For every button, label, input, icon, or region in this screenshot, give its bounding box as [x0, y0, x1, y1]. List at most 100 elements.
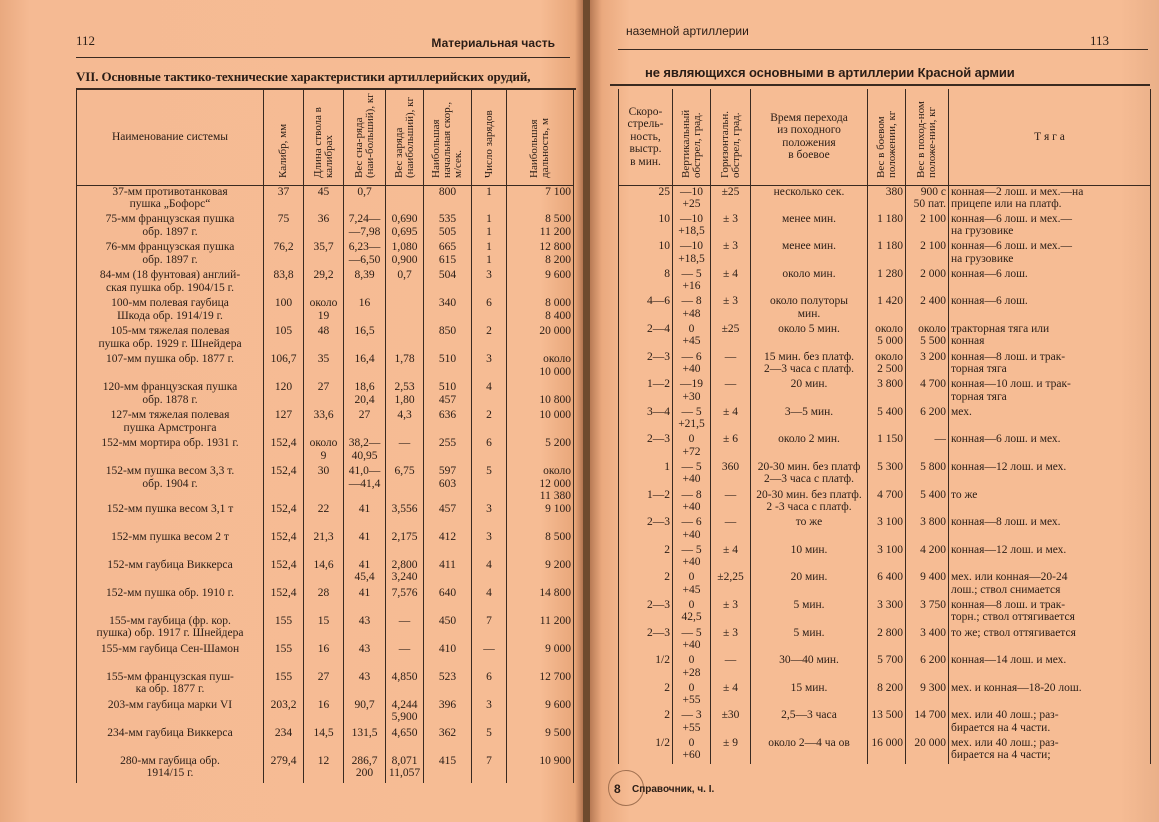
table-row: 152-мм пушка весом 3,1 т 152,4 22 41 3,556 45… [76, 502, 574, 531]
cell-max-range: 12 700 [506, 670, 574, 699]
cell-vertical-traverse: 0 +45 [672, 571, 711, 599]
cell-weight-travel: 2 400 [905, 295, 949, 323]
cell-system-name: 152-мм пушка обр. 1910 г. [76, 586, 264, 615]
cell-shell-weight: 41,0— —41,4 [343, 465, 386, 503]
cell-caliber: 152,4 [263, 530, 304, 559]
cell-charge-weight: 4,3 [385, 409, 424, 437]
cell-horizontal-traverse: ±2,25 [710, 571, 751, 599]
table-row: 2— 3 +55 ±30 2,5—3 часа 13 500 14 700 мех. ил… [618, 709, 1151, 737]
cell-barrel-length: 27 [303, 670, 344, 699]
cell-traction: конная—6 лош. [948, 267, 1151, 296]
cell-weight-firing: 4 700 [867, 488, 906, 517]
cell-deploy-time: 3—5 мин. [750, 405, 868, 434]
cell-barrel-length: около 9 [303, 437, 344, 465]
cell-shell-weight: 7,24— —7,98 [343, 213, 386, 241]
cell-weight-travel: 5 400 [905, 488, 949, 517]
cell-barrel-length: 22 [303, 502, 344, 531]
cell-max-range: 9 200 [506, 558, 574, 587]
table-row: 152-мм пушка обр. 1910 г. 152,4 28 41 7,576 6… [76, 586, 574, 615]
cell-charge-weight: 1,78 [385, 353, 424, 381]
table-row: 1/2 0 +28—30—40 мин. 5 700 6 200 конная—14 л… [618, 654, 1151, 682]
cell-horizontal-traverse: ± 4 [710, 267, 751, 296]
specs-table-left: Наименование системы Калибр, мм Длина ство… [76, 89, 574, 783]
cell-muzzle-velocity: 535 505 [423, 213, 472, 241]
column-header-label: Наибольшая дальность, м [528, 118, 551, 178]
cell-shell-weight: 41 45,4 [343, 558, 386, 587]
cell-system-name: 107-мм пушка обр. 1877 г. [76, 353, 264, 381]
cell-caliber: 100 [263, 297, 304, 325]
cell-weight-firing: 8 200 [867, 681, 906, 710]
cell-weight-firing: 6 400 [867, 571, 906, 599]
table-row: 105-мм тяжелая полевая пушка обр. 1929 г… [76, 325, 574, 353]
cell-horizontal-traverse: — [710, 488, 751, 517]
cell-weight-travel: 2 000 [905, 267, 949, 296]
cell-rate-of-fire: 10 [618, 240, 673, 268]
cell-charge-count: 6 [471, 297, 507, 325]
cell-charge-count: 2 [471, 409, 507, 437]
cell-horizontal-traverse: — [710, 516, 751, 544]
cell-rate-of-fire: 2—4 [618, 322, 673, 351]
cell-barrel-length: 36 [303, 213, 344, 241]
cell-charge-count: 3 [471, 502, 507, 531]
cell-deploy-time: менее мин. [750, 240, 868, 268]
cell-weight-travel: 2 100 [905, 212, 949, 241]
table-row: 3—4— 5 +21,5 ± 4 3—5 мин. 5 400 6 200 мех. [618, 405, 1151, 434]
cell-max-range: 10 800 [506, 381, 574, 409]
cell-charge-weight: — [385, 614, 424, 643]
cell-barrel-length: 15 [303, 614, 344, 643]
cell-horizontal-traverse: ± 3 [710, 626, 751, 655]
cell-charge-weight: 0,690 0,695 [385, 213, 424, 241]
table-row: 2—3— 6 +40— то же 3 100 3 800 конная—8 лош. … [618, 516, 1151, 544]
column-header-muzzle-velocity: Наибольшая начальная скор., м/сек. [423, 89, 472, 186]
table-row: 84-мм (18 фунтовая) англий- ская пушка о… [76, 269, 574, 297]
cell-weight-travel: 9 400 [905, 571, 949, 599]
cell-traction: конная—2 лош. и мех.—на прицепе или на п… [948, 185, 1151, 213]
cell-deploy-time: около мин. [750, 267, 868, 296]
cell-barrel-length: 45 [303, 185, 344, 213]
column-header-weight-firing: Вес в боевом положении, кг [867, 89, 906, 186]
table-row: 152-мм пушка весом 2 т 152,4 21,3 41 2,175 41… [76, 530, 574, 559]
cell-max-range: 9 600 [506, 269, 574, 297]
column-header-label: Наименование системы [111, 130, 229, 143]
cell-charge-count: 3 [471, 269, 507, 297]
cell-charge-weight: 4,244 5,900 [385, 698, 424, 727]
column-header-weight-travel: Вес в поход-ном положе-нии, кг [905, 89, 949, 186]
cell-rate-of-fire: 2 [618, 571, 673, 599]
cell-rate-of-fire: 2—3 [618, 433, 673, 461]
cell-weight-firing: 3 800 [867, 378, 906, 406]
cell-max-range: 9 000 [506, 642, 574, 671]
cell-max-range: 8 000 8 400 [506, 297, 574, 325]
cell-barrel-length: 14,6 [303, 558, 344, 587]
table-row: 1/2 0 +60 ± 9 около 2—4 ча ов 16 000 20 000 ме… [618, 736, 1151, 765]
cell-caliber: 83,8 [263, 269, 304, 297]
cell-charge-count: — [471, 642, 507, 671]
cell-deploy-time: 20-30 мин. без платф 2—3 часа с платф. [750, 460, 868, 489]
cell-traction: мех. или конная—20-24 лош.; ствол снимае… [948, 571, 1151, 599]
page-number: 112 [76, 33, 96, 48]
cell-weight-firing: 1 180 [867, 212, 906, 241]
column-header-barrel-length: Длина ствола в калибрах [303, 89, 344, 186]
column-header-max-range: Наибольшая дальность, м [506, 89, 574, 186]
table-row: 2—3— 6 +40—15 мин. без платф. 2—3 часа с… [618, 350, 1151, 379]
cell-max-range: около 12 000 11 380 [506, 465, 574, 503]
column-header-charge-count: Число зарядов [471, 89, 507, 186]
cell-weight-firing: 3 100 [867, 516, 906, 544]
cell-caliber: 155 [263, 642, 304, 671]
cell-caliber: 152,4 [263, 586, 304, 615]
table-top-rule [76, 88, 576, 90]
cell-traction: то же; ствол оттягивается [948, 626, 1151, 655]
cell-system-name: 203-мм гаубица марки VI [76, 698, 264, 727]
cell-caliber: 76,2 [263, 241, 304, 269]
cell-caliber: 37 [263, 185, 304, 213]
cell-deploy-time: 2,5—3 часа [750, 709, 868, 737]
cell-vertical-traverse: —19 +30 [672, 378, 711, 406]
cell-deploy-time: около 5 мин. [750, 322, 868, 351]
cell-vertical-traverse: 0 +72 [672, 433, 711, 461]
cell-barrel-length: 16 [303, 698, 344, 727]
cell-vertical-traverse: — 6 +40 [672, 350, 711, 379]
cell-vertical-traverse: — 5 +16 [672, 267, 711, 296]
cell-weight-firing: 1 420 [867, 295, 906, 323]
cell-weight-travel: 3 400 [905, 626, 949, 655]
running-head: Материальная часть [431, 36, 555, 50]
